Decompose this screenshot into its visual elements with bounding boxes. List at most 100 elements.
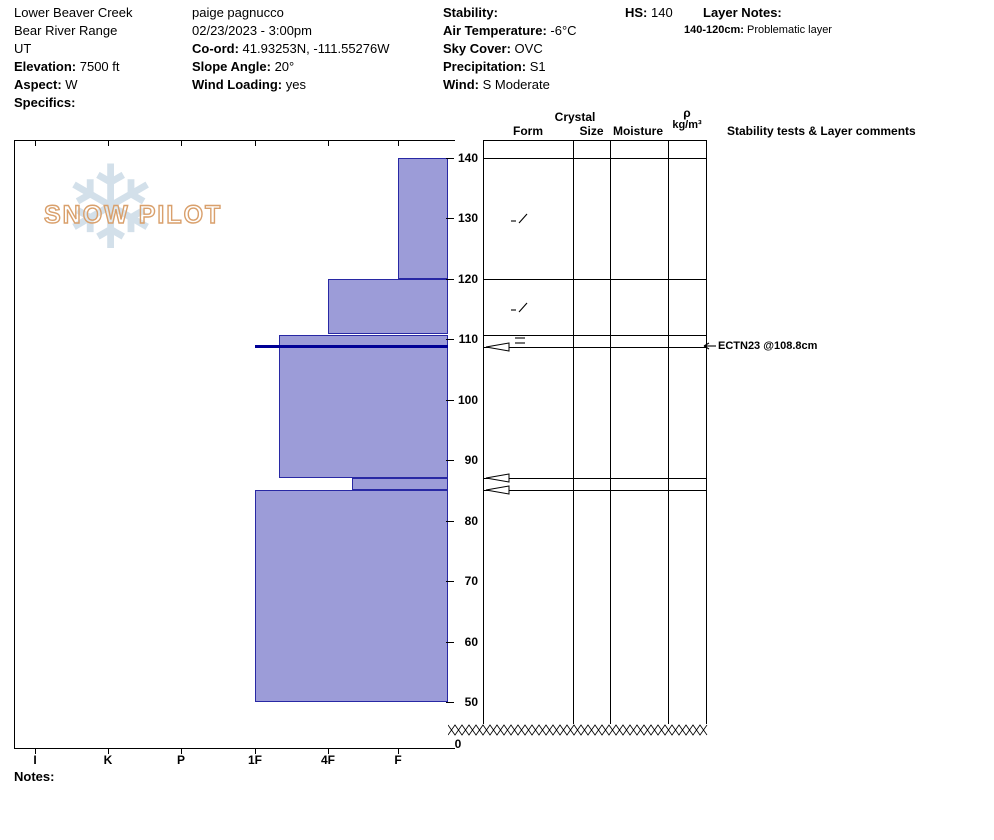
wind-loading-value: yes [282,77,306,92]
hardness-tick-label: 1F [247,753,262,767]
hardness-tick-top [398,140,399,146]
depth-tick-label: 110 [458,332,478,347]
air-temperature: Air Temperature: -6°C [443,22,577,40]
density-column-right-border [706,140,707,724]
notes-label: Notes: [14,769,55,784]
layer-note-text: Problematic layer [743,24,832,36]
hardness-tick-bottom [108,748,109,754]
layer-marker-arrow [485,485,510,495]
precip-label: Precipitation: [443,59,527,74]
depth-tick-label: 130 [457,211,478,226]
layer-boundary-line [483,490,706,492]
layer-note: 140-120cm: Problematic layer [684,23,832,37]
site-aspect: Aspect: W [14,76,78,94]
hardness-tick-bottom [328,748,329,754]
density-column-header: ρ [683,106,691,120]
depth-tick [446,399,454,401]
chart-left-border [14,140,15,749]
depth-tick [446,278,454,280]
wind-loading: Wind Loading: yes [192,76,306,94]
depth-tick-label: 60 [464,634,478,649]
air-temp-value: -6°C [546,23,577,38]
coord-value: 41.93253N, -111.55276W [238,41,390,56]
layer-note-range: 140-120cm: [684,24,744,36]
weak-layer-line [255,344,448,348]
crystal-column-header: Crystal [554,110,596,124]
hardness-tick-label: 4F [320,753,335,767]
hs-value: 140 [647,5,673,20]
depth-tick-label: 140 [457,151,478,165]
layer-boundary-line [483,334,706,336]
snow-layer-bar [255,490,448,702]
hardness-tick-bottom [35,748,36,754]
left-arrow-icon [703,342,716,350]
depth-tick-label: 50 [464,695,478,709]
grain-form-symbol [515,336,525,344]
coord-label: Co-ord: [192,41,239,56]
snowflake-icon: ❄ [62,143,160,273]
hardness-tick-label: I [33,753,37,767]
sky-cover: Sky Cover: OVC [443,40,543,58]
snow-layer-bar [398,158,448,279]
depth-tick [446,520,454,522]
form-column-header: Form [513,124,543,138]
columns-top-border [483,140,707,141]
depth-tick [446,581,454,583]
layer-notes-title: Layer Notes: [703,5,782,20]
snow-layer-bar [352,478,448,491]
depth-tick [446,339,454,341]
form-column-left-border [483,140,484,724]
elevation-label: Elevation: [14,59,77,74]
size-moisture-divider [610,140,611,724]
depth-tick [446,460,454,462]
stability-field: Stability: [443,4,498,22]
precipitation: Precipitation: S1 [443,58,546,76]
moisture-column-header: Moisture [612,124,663,138]
hardness-tick-bottom [181,748,182,754]
observer-name: paige pagnucco [192,5,284,20]
depth-tick [446,641,454,643]
layer-marker-arrow [485,341,510,352]
snow-layer-bar [279,346,448,479]
stability-test-annotation: ECTN23 @108.8cm [703,340,817,352]
aspect-label: Aspect: [14,77,62,92]
chart-top-border [14,140,455,141]
stability-label: Stability: [443,5,498,20]
slope-angle-label: Slope Angle: [192,59,271,74]
depth-tick-label: 120 [457,271,478,286]
grain-form-symbol [511,302,528,313]
depth-tick-label: 90 [464,453,478,468]
layer-boundary-line [483,346,706,348]
layer-marker-arrow [485,473,510,483]
snow-layer-bar [328,278,448,335]
hardness-tick-top [35,140,36,146]
moisture-density-divider [668,140,669,724]
wind-label: Wind: [443,77,479,92]
height-of-snow: HS: 140 [625,4,673,22]
depth-tick-label: 70 [464,574,478,589]
hardness-tick-top [328,140,329,146]
precip-value: S1 [526,59,546,74]
elevation-value: 7500 ft [76,59,120,74]
site-elevation: Elevation: 7500 ft [14,58,120,76]
stability-test-label: ECTN23 @108.8cm [718,339,818,352]
site-range: Bear River Range [14,23,118,38]
coordinates: Co-ord: 41.93253N, -111.55276W [192,40,390,58]
site-name: Lower Beaver Creek [14,5,133,20]
sky-cover-value: OVC [510,41,543,56]
depth-tick-label: 80 [464,513,478,528]
hardness-tick-top [181,140,182,146]
hardness-axis-line [14,748,455,749]
depth-tick [446,158,454,159]
depth-tick-label: 100 [457,392,478,407]
site-state: UT [14,41,32,56]
depth-tick [446,702,454,703]
hardness-tick-top [108,140,109,146]
hardness-tick-bottom [398,748,399,754]
hardness-tick-label: K [103,753,113,767]
slope-angle: Slope Angle: 20° [192,58,294,76]
layer-boundary-line [483,158,706,159]
layer-boundary-line [483,278,706,280]
